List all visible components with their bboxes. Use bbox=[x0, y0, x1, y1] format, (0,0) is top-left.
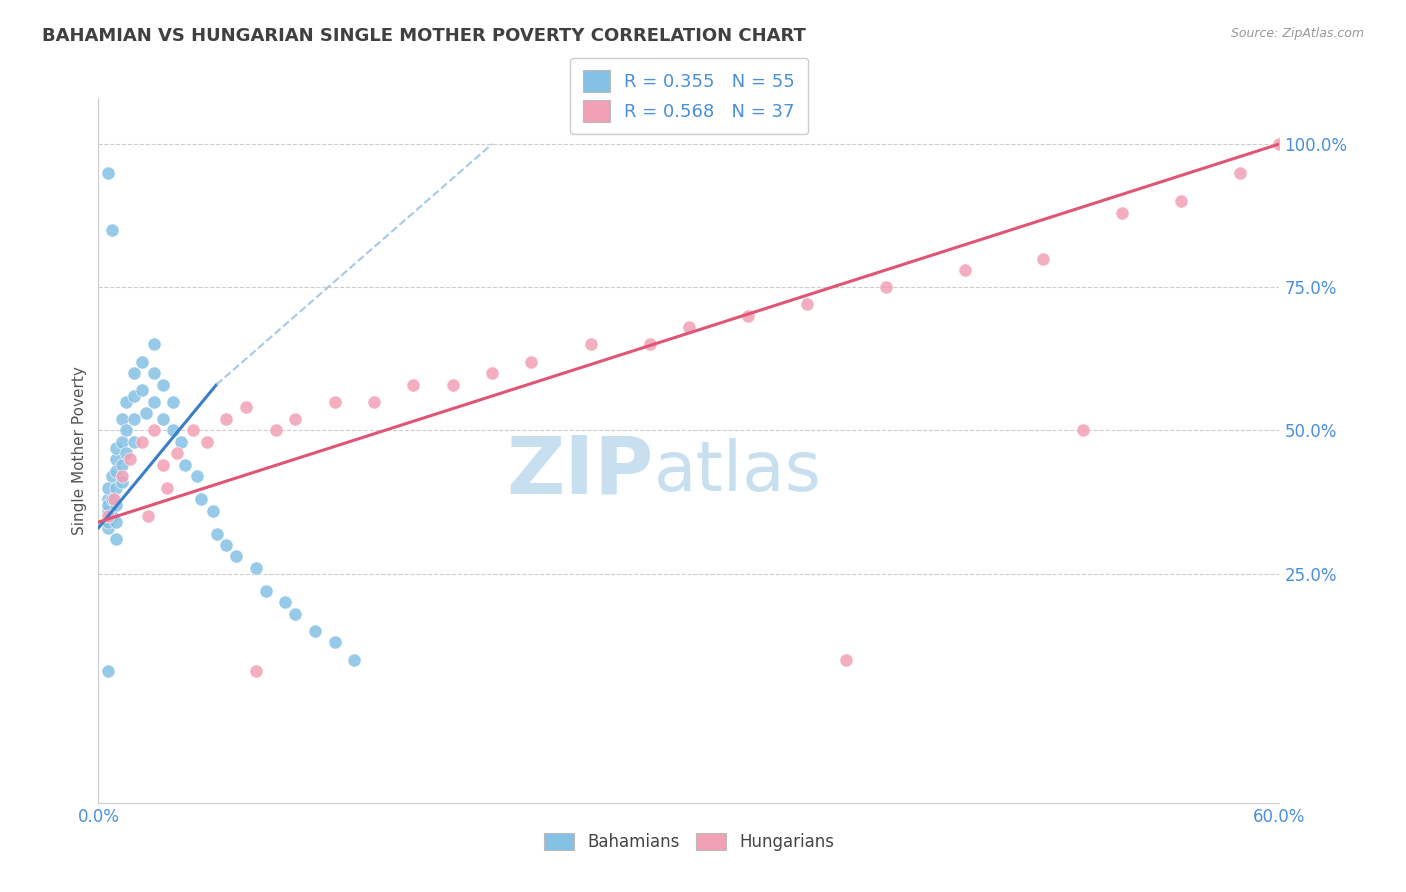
Point bbox=[835, 652, 858, 666]
Point bbox=[481, 366, 503, 380]
Point bbox=[1229, 165, 1251, 179]
Point bbox=[343, 652, 366, 666]
Point bbox=[638, 337, 661, 351]
Point bbox=[115, 424, 138, 438]
Text: atlas: atlas bbox=[654, 438, 821, 505]
Point bbox=[105, 441, 128, 455]
Point bbox=[136, 509, 159, 524]
Point bbox=[235, 401, 257, 415]
Point bbox=[323, 394, 346, 409]
Point bbox=[122, 389, 145, 403]
Legend: Bahamians, Hungarians: Bahamians, Hungarians bbox=[537, 826, 841, 858]
Point bbox=[97, 515, 120, 529]
Point bbox=[953, 263, 976, 277]
Point bbox=[122, 412, 145, 426]
Point bbox=[97, 165, 120, 179]
Text: Source: ZipAtlas.com: Source: ZipAtlas.com bbox=[1230, 27, 1364, 40]
Point bbox=[105, 498, 128, 512]
Point bbox=[678, 320, 700, 334]
Point bbox=[152, 377, 174, 392]
Point bbox=[97, 492, 120, 507]
Point bbox=[97, 503, 120, 517]
Point bbox=[131, 354, 153, 368]
Point bbox=[402, 377, 425, 392]
Point bbox=[97, 664, 120, 678]
Point bbox=[215, 412, 238, 426]
Point bbox=[441, 377, 464, 392]
Point bbox=[105, 463, 128, 477]
Point bbox=[115, 394, 138, 409]
Point bbox=[1170, 194, 1192, 209]
Point bbox=[186, 469, 208, 483]
Point bbox=[105, 481, 128, 495]
Point bbox=[323, 635, 346, 649]
Point bbox=[118, 452, 141, 467]
Point bbox=[111, 475, 134, 489]
Point bbox=[152, 458, 174, 472]
Point bbox=[1111, 205, 1133, 219]
Point bbox=[245, 561, 267, 575]
Point bbox=[131, 434, 153, 449]
Point bbox=[101, 469, 124, 483]
Point bbox=[105, 533, 128, 547]
Point bbox=[142, 424, 165, 438]
Point bbox=[101, 492, 124, 507]
Point bbox=[190, 492, 212, 507]
Point bbox=[142, 366, 165, 380]
Point bbox=[152, 412, 174, 426]
Point bbox=[363, 394, 385, 409]
Point bbox=[105, 515, 128, 529]
Point bbox=[181, 424, 204, 438]
Point bbox=[162, 394, 184, 409]
Point bbox=[122, 434, 145, 449]
Point bbox=[304, 624, 326, 638]
Text: ZIP: ZIP bbox=[506, 433, 654, 510]
Point bbox=[122, 366, 145, 380]
Point bbox=[1071, 424, 1094, 438]
Point bbox=[579, 337, 602, 351]
Point bbox=[101, 509, 124, 524]
Point bbox=[1268, 136, 1291, 151]
Point bbox=[97, 498, 120, 512]
Point bbox=[796, 297, 818, 311]
Point bbox=[111, 469, 134, 483]
Point bbox=[174, 458, 197, 472]
Point bbox=[156, 481, 179, 495]
Point bbox=[1032, 252, 1054, 266]
Point bbox=[737, 309, 759, 323]
Point bbox=[170, 434, 193, 449]
Point bbox=[103, 492, 125, 507]
Point bbox=[875, 280, 897, 294]
Point bbox=[201, 503, 224, 517]
Point bbox=[131, 384, 153, 398]
Point bbox=[274, 595, 297, 609]
Point bbox=[97, 521, 120, 535]
Point bbox=[105, 452, 128, 467]
Point bbox=[142, 394, 165, 409]
Point bbox=[205, 526, 228, 541]
Point bbox=[284, 607, 307, 621]
Point bbox=[115, 446, 138, 460]
Text: BAHAMIAN VS HUNGARIAN SINGLE MOTHER POVERTY CORRELATION CHART: BAHAMIAN VS HUNGARIAN SINGLE MOTHER POVE… bbox=[42, 27, 806, 45]
Point bbox=[162, 424, 184, 438]
Point bbox=[520, 354, 543, 368]
Point bbox=[254, 583, 277, 598]
Point bbox=[284, 412, 307, 426]
Point bbox=[97, 481, 120, 495]
Point bbox=[111, 458, 134, 472]
Point bbox=[245, 664, 267, 678]
Point bbox=[264, 424, 287, 438]
Point bbox=[225, 549, 247, 564]
Point bbox=[111, 434, 134, 449]
Point bbox=[142, 337, 165, 351]
Point bbox=[135, 406, 157, 420]
Point bbox=[97, 509, 120, 524]
Point bbox=[111, 412, 134, 426]
Y-axis label: Single Mother Poverty: Single Mother Poverty bbox=[72, 366, 87, 535]
Point bbox=[195, 434, 218, 449]
Point bbox=[101, 223, 124, 237]
Point bbox=[215, 538, 238, 552]
Point bbox=[166, 446, 188, 460]
